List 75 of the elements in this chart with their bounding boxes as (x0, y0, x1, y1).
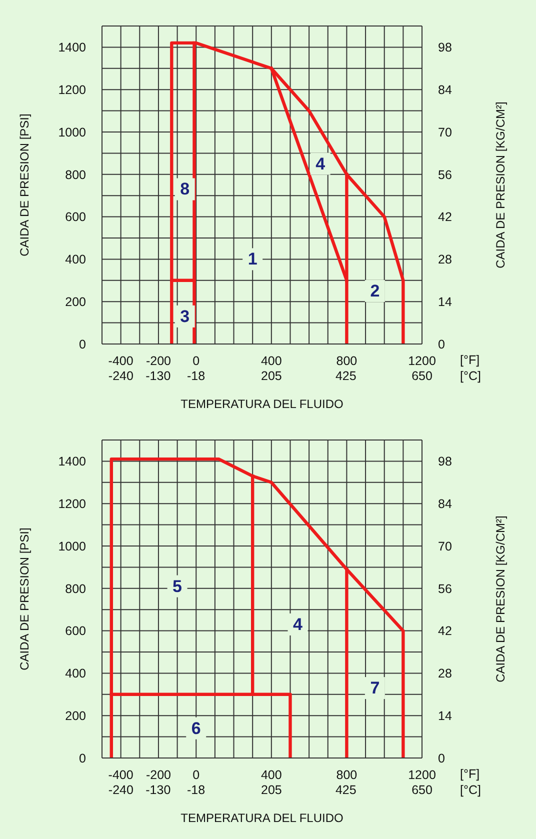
x-tick-label: 0 (192, 768, 200, 782)
annotation: 4 (316, 154, 326, 174)
y-tick-label: 200 (65, 709, 86, 724)
y-axis-title: CAIDA DE PRESION [PSI] (17, 528, 32, 670)
x-axis-title: TEMPERATURA DEL FLUIDO (180, 397, 344, 411)
x-tick-label: 1200 (408, 768, 436, 782)
x-tick-label: -200 (146, 768, 172, 782)
x2-tick-label: 425 (335, 783, 356, 797)
x-tick-label: 800 (336, 768, 358, 782)
annotation: 1 (248, 250, 258, 269)
y2-tick-label: 28 (438, 252, 452, 267)
x2-tick-label: 650 (412, 369, 432, 383)
y2-tick-label: 70 (438, 125, 452, 140)
text: [°C] (460, 783, 481, 797)
x2-tick-label: 205 (261, 783, 282, 797)
y2-tick-label: 0 (438, 337, 445, 352)
y-tick-label: 0 (79, 751, 86, 766)
y2-tick-label: 84 (438, 83, 452, 98)
y2-tick-label: 42 (438, 624, 452, 638)
x2-tick-label: 205 (261, 369, 282, 383)
annotation: 3 (180, 306, 190, 326)
y2-tick-label: 84 (438, 497, 452, 512)
x-axis-title: TEMPERATURA DEL FLUIDO (180, 811, 344, 825)
x2-tick-label: 425 (335, 369, 356, 383)
x2-tick-label: -240 (108, 783, 134, 797)
x-tick-label: 400 (260, 354, 282, 368)
y2-tick-label: 98 (438, 40, 452, 55)
annotation: 8 (180, 180, 190, 199)
y-tick-label: 600 (65, 210, 86, 224)
y-tick-label: 200 (65, 295, 86, 310)
x-tick-label: 800 (336, 354, 358, 368)
x2-tick-label: -18 (187, 783, 206, 797)
y-tick-label: 1200 (58, 83, 86, 98)
y-tick-label: 1000 (58, 539, 86, 554)
y-tick-label: 0 (79, 337, 86, 352)
text: [°F] (460, 767, 480, 781)
x-tick-label: 0 (192, 354, 200, 368)
y2-tick-label: 98 (438, 454, 452, 469)
x-tick-label: -400 (108, 354, 134, 368)
x-tick-label: -400 (108, 768, 134, 782)
text: [°C] (460, 369, 481, 383)
y2-tick-label: 42 (438, 210, 452, 224)
x2-tick-label: -130 (146, 783, 171, 797)
annotation: 7 (370, 678, 380, 698)
y2-axis-title: CAIDA DE PRESION [KG/CM²] (493, 102, 508, 268)
x-tick-label: 1200 (408, 354, 436, 368)
y-tick-label: 400 (65, 252, 86, 267)
y2-tick-label: 14 (438, 709, 452, 724)
y-tick-label: 800 (65, 168, 86, 182)
y2-axis-title: CAIDA DE PRESION [KG/CM²] (493, 516, 508, 682)
y-tick-label: 400 (65, 666, 86, 681)
y-tick-label: 1400 (58, 40, 86, 55)
annotation: 5 (172, 576, 182, 596)
annotation: 4 (293, 614, 304, 634)
y-tick-label: 1200 (58, 497, 86, 512)
y-tick-label: 600 (65, 624, 86, 638)
y2-tick-label: 0 (438, 751, 445, 766)
annotation: 2 (370, 281, 380, 300)
x2-tick-label: 650 (412, 783, 432, 797)
x-tick-label: -200 (146, 354, 172, 368)
y-tick-label: 1400 (58, 454, 86, 469)
y2-tick-label: 70 (438, 539, 452, 554)
text: [°F] (460, 353, 480, 367)
y2-tick-label: 14 (438, 295, 452, 310)
annotation: 6 (191, 718, 201, 738)
y2-tick-label: 56 (438, 168, 452, 182)
y2-tick-label: 28 (438, 666, 452, 681)
y-tick-label: 1000 (58, 125, 86, 140)
x2-tick-label: -240 (108, 369, 134, 383)
x2-tick-label: -130 (146, 369, 171, 383)
y2-tick-label: 56 (438, 582, 452, 596)
y-tick-label: 800 (65, 582, 86, 596)
x-tick-label: 400 (260, 768, 282, 782)
y-axis-title: CAIDA DE PRESION [PSI] (17, 114, 32, 256)
x2-tick-label: -18 (187, 369, 206, 383)
